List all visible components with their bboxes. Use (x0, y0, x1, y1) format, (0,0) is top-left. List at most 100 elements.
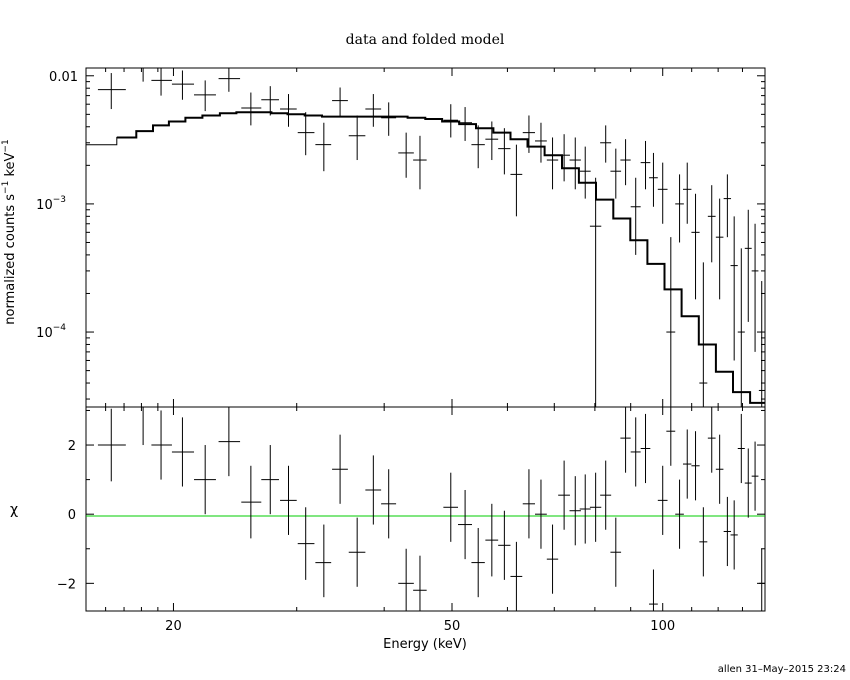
y-tick-label-exponent: −4 (53, 323, 67, 333)
residual-point (558, 460, 570, 530)
top-y-axis-label-part2: keV (3, 152, 18, 180)
data-point (699, 262, 708, 407)
y-tick-label-base: 10 (36, 198, 53, 213)
residual-point (297, 507, 315, 580)
residual-point (751, 441, 759, 511)
residual-point (458, 489, 473, 560)
data-point (730, 216, 738, 361)
data-point (630, 177, 641, 255)
model-curves (86, 111, 765, 404)
data-point (413, 135, 427, 190)
data-point (657, 162, 668, 224)
residual-point (365, 455, 382, 525)
residual-point (691, 431, 700, 501)
residual-point (610, 517, 622, 587)
residual-point (730, 500, 738, 570)
y-tick-label-exponent: −3 (53, 195, 66, 205)
residual-point (589, 472, 602, 542)
x-axis-label: Energy (keV) (383, 637, 467, 652)
data-point (332, 87, 348, 117)
data-point (194, 80, 216, 112)
y-tick-label: 0 (68, 508, 76, 523)
residual-point (131, 406, 157, 446)
data-points (97, 67, 765, 407)
data-point (365, 94, 382, 127)
data-point (315, 122, 332, 172)
residual-point (485, 503, 499, 577)
data-point (131, 67, 157, 82)
x-tick-labels: 20 50 100 (165, 619, 675, 634)
residual-point (723, 496, 732, 567)
residual-point (97, 408, 126, 482)
x-tick-label: 50 (444, 619, 461, 634)
top-y-axis-label: normalized counts s−1 keV−1 (1, 139, 18, 324)
top-panel-ticks (86, 68, 766, 407)
data-point (398, 132, 414, 178)
residual-point (682, 429, 692, 499)
data-point (569, 137, 581, 190)
residual-point (280, 465, 297, 535)
data-point (471, 125, 485, 169)
data-point (620, 139, 631, 186)
data-point (510, 144, 523, 217)
model-curve-thin (86, 111, 765, 404)
top-y-axis-label-part1: normalized counts s (3, 194, 18, 325)
residual-point (535, 479, 547, 549)
data-point (691, 193, 700, 300)
data-point (280, 94, 297, 127)
data-point (649, 152, 658, 207)
residual-point (241, 465, 262, 539)
bottom-y-axis-label: χ (10, 502, 18, 518)
data-point (241, 92, 262, 126)
residual-point (413, 555, 427, 611)
residual-point (699, 507, 708, 577)
data-point (675, 174, 684, 243)
data-point (522, 115, 536, 153)
residual-point (675, 479, 684, 549)
residual-point (715, 434, 724, 504)
data-point (737, 248, 745, 407)
data-point (715, 198, 724, 300)
bottom-panel-ticks (86, 407, 766, 611)
data-point (640, 140, 651, 190)
residual-point (630, 417, 641, 487)
bottom-panel: 2 0 −2 χ (10, 406, 766, 612)
top-y-axis-label-exp2: −1 (1, 139, 11, 152)
data-point (443, 104, 459, 138)
residual-point (498, 510, 511, 580)
y-tick-label-base: 10 (36, 326, 53, 341)
residual-point (569, 476, 581, 546)
residual-point (315, 524, 332, 598)
data-point (682, 162, 692, 224)
data-point (666, 237, 676, 407)
residual-point (522, 469, 536, 539)
data-point (579, 146, 591, 199)
data-point (297, 112, 315, 156)
residual-point (707, 407, 716, 473)
model-curve-thick (116, 111, 765, 404)
x-tick-label: 20 (165, 619, 182, 634)
data-point (171, 70, 195, 100)
data-point (558, 134, 570, 182)
data-point (485, 121, 499, 161)
residual-point (546, 524, 559, 594)
data-point (458, 107, 473, 141)
residual-point (471, 528, 485, 598)
data-point (381, 102, 397, 136)
data-point (600, 125, 612, 163)
y-tick-label: 10−3 (36, 195, 66, 213)
top-y-axis-label-exp1: −1 (1, 181, 11, 194)
data-point (261, 86, 279, 116)
data-point (151, 68, 172, 96)
data-point (723, 174, 732, 238)
residual-point (443, 472, 459, 542)
data-point (97, 73, 126, 110)
data-point (707, 185, 716, 263)
residual-points (97, 406, 765, 611)
data-point (758, 281, 765, 407)
data-point (348, 115, 366, 161)
bottom-panel-frame (85, 406, 766, 612)
